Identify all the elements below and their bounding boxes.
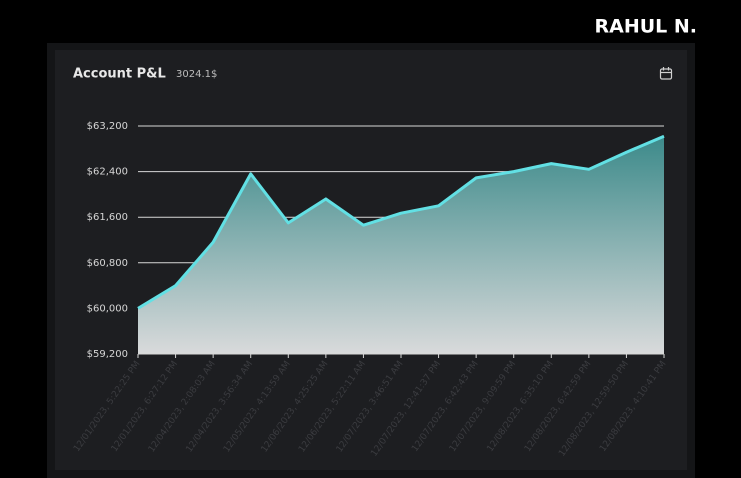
y-tick-label: $63,200: [87, 121, 128, 132]
chart-title: Account P&L: [73, 67, 166, 82]
brand: RAHUL N.: [594, 16, 697, 38]
y-tick-label: $60,800: [87, 258, 128, 269]
y-tick-label: $60,000: [87, 303, 128, 314]
area: [138, 136, 664, 354]
y-tick-label: $62,400: [87, 167, 128, 178]
y-tick-label: $59,200: [87, 349, 128, 360]
chart-subtitle: 3024.1$: [176, 69, 217, 80]
line: [137, 134, 665, 310]
calendar-icon[interactable]: [659, 67, 673, 80]
y-tick-label: $61,600: [87, 212, 128, 223]
